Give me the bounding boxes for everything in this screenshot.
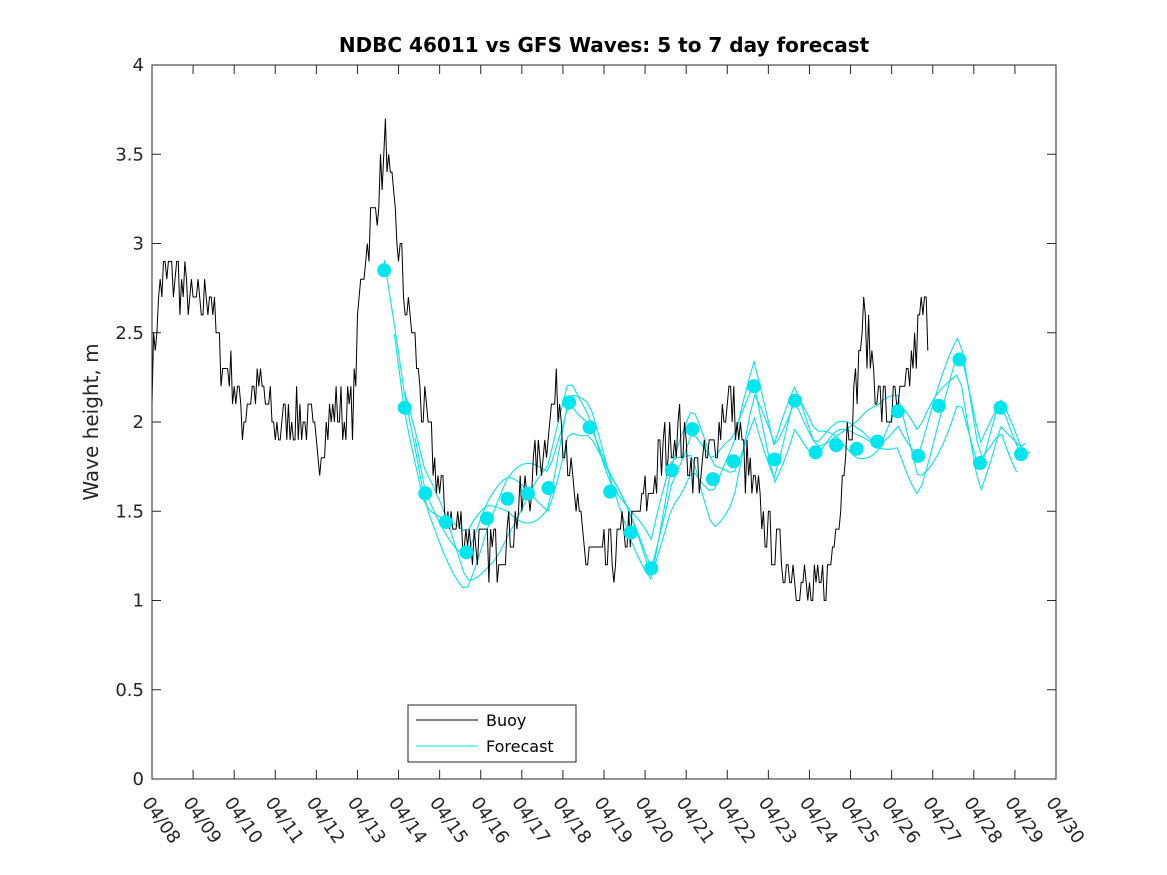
x-tick-label: 04/15 xyxy=(425,793,472,848)
forecast-point xyxy=(644,561,659,576)
y-tick-label: 3 xyxy=(133,234,144,255)
x-tick-label: 04/25 xyxy=(836,793,883,848)
axis-ticks xyxy=(151,64,1057,780)
x-tick-label: 04/23 xyxy=(754,793,801,848)
forecast-point xyxy=(808,445,823,460)
legend-entry-buoy: Buoy xyxy=(486,711,526,730)
x-tick-label: 04/18 xyxy=(548,793,595,848)
x-tick-label: 04/10 xyxy=(220,793,267,848)
forecast-point xyxy=(972,456,987,471)
buoy-layer xyxy=(151,118,929,601)
y-tick-label: 2 xyxy=(133,412,144,433)
buoy-series-line xyxy=(151,118,929,601)
forecast-point xyxy=(685,422,700,437)
forecast-point xyxy=(377,263,392,278)
forecast-point xyxy=(582,420,597,435)
forecast-point xyxy=(726,454,741,469)
forecast-point xyxy=(459,545,474,560)
x-tick-label: 04/19 xyxy=(589,793,636,848)
y-tick-label: 1.5 xyxy=(115,501,144,522)
x-tick-label: 04/16 xyxy=(466,793,513,848)
x-tick-label: 04/14 xyxy=(384,793,431,848)
x-tick-label: 04/28 xyxy=(959,793,1006,848)
forecast-point xyxy=(829,438,844,453)
forecast-point xyxy=(623,525,638,540)
forecast-point xyxy=(788,393,803,408)
forecast-point xyxy=(952,352,967,367)
forecast-trace-line xyxy=(404,384,1022,581)
x-tick-label: 04/12 xyxy=(302,793,349,848)
x-tick-label: 04/27 xyxy=(918,793,965,848)
forecast-point xyxy=(479,511,494,526)
y-tick-label: 3.5 xyxy=(115,144,144,165)
forecast-point xyxy=(849,441,864,456)
y-axis-label: Wave height, m xyxy=(79,343,103,500)
forecast-point xyxy=(664,463,679,478)
x-tick-label: 04/17 xyxy=(507,793,554,848)
forecast-point xyxy=(705,472,720,487)
chart-title: NDBC 46011 vs GFS Waves: 5 to 7 day fore… xyxy=(339,33,870,57)
forecast-point xyxy=(931,398,946,413)
x-tick-label: 04/08 xyxy=(137,793,184,848)
forecast-point xyxy=(1014,447,1029,462)
legend: Buoy Forecast xyxy=(407,704,577,763)
y-tick-label: 0 xyxy=(133,769,144,790)
legend-entry-forecast: Forecast xyxy=(486,737,554,756)
forecast-point xyxy=(746,379,761,394)
x-tick-label: 04/22 xyxy=(713,793,760,848)
x-tick-label: 04/13 xyxy=(343,793,390,848)
y-tick-label: 0.5 xyxy=(115,680,144,701)
x-tick-label: 04/24 xyxy=(795,793,842,848)
forecast-point xyxy=(500,491,515,506)
x-tick-label: 04/11 xyxy=(261,793,308,848)
plot-frame xyxy=(151,64,1057,780)
x-tick-label: 04/30 xyxy=(1041,793,1088,848)
y-tick-label: 2.5 xyxy=(115,323,144,344)
x-tick-labels: 04/0804/0904/1004/1104/1204/1304/1404/15… xyxy=(137,793,1088,848)
y-tick-label: 4 xyxy=(133,55,144,76)
forecast-point xyxy=(603,484,618,499)
forecast-point xyxy=(438,514,453,529)
x-tick-label: 04/21 xyxy=(672,793,719,848)
forecast-point xyxy=(993,400,1008,415)
y-tick-label: 1 xyxy=(133,591,144,612)
forecast-point xyxy=(767,452,782,467)
forecast-point xyxy=(890,404,905,419)
forecast-point xyxy=(418,486,433,501)
x-tick-label: 04/09 xyxy=(179,793,226,848)
plot-area xyxy=(152,65,1056,779)
legend-box xyxy=(407,704,577,763)
forecast-point xyxy=(870,434,885,449)
forecast-markers xyxy=(377,263,1029,576)
y-tick-labels: 0 0.5 1 1.5 2 2.5 3 3.5 4 xyxy=(115,55,144,790)
x-tick-label: 04/26 xyxy=(877,793,924,848)
x-tick-label: 04/20 xyxy=(631,793,678,848)
forecast-point xyxy=(911,448,926,463)
forecast-point xyxy=(397,400,412,415)
forecast-point xyxy=(541,481,556,496)
forecast-point xyxy=(562,395,577,410)
x-tick-label: 04/29 xyxy=(1000,793,1047,848)
forecast-point xyxy=(520,486,535,501)
